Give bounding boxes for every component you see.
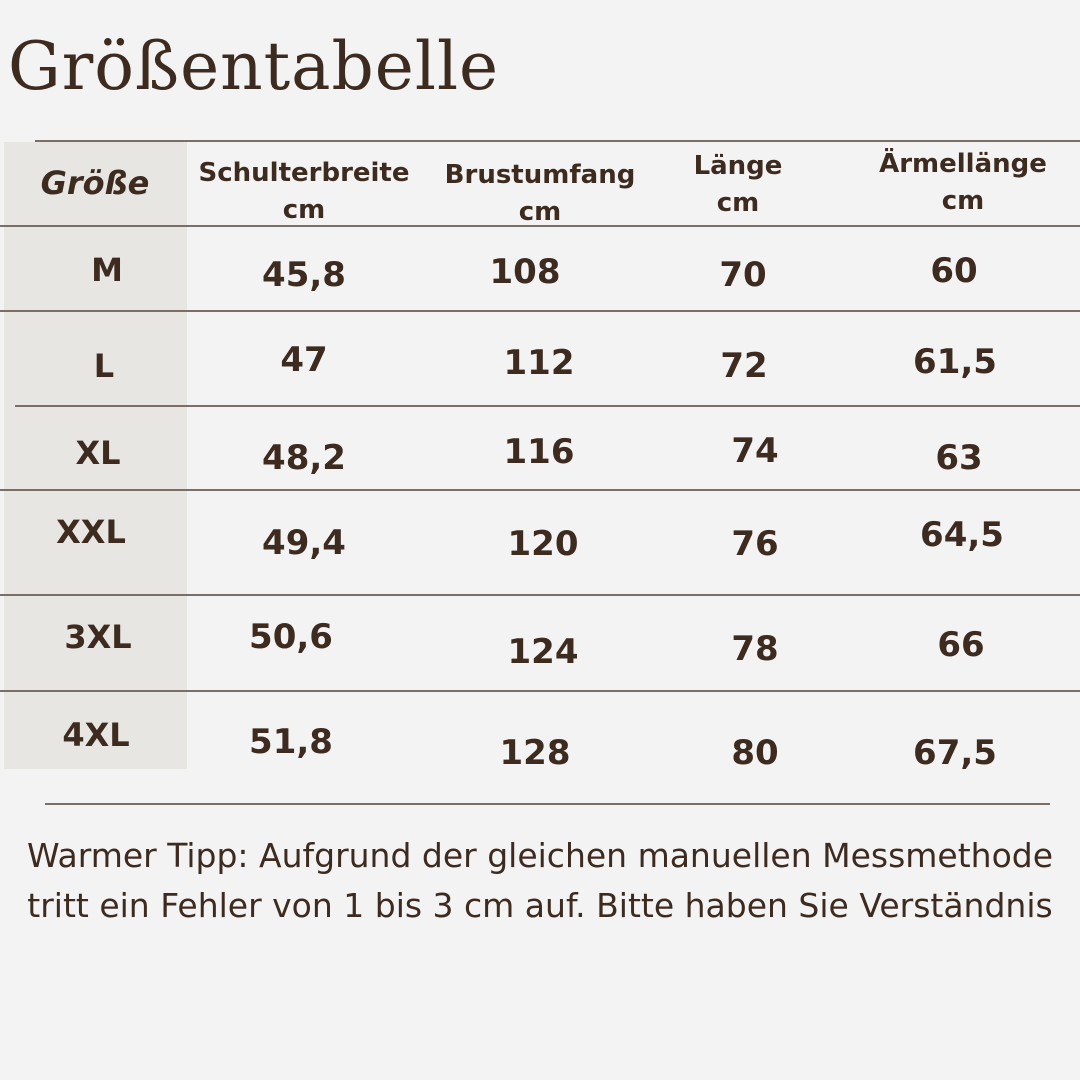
header-label: Größe [40, 164, 150, 202]
size-label: 4XL [62, 716, 130, 754]
measurement-value: 112 [503, 343, 575, 383]
measurement-value: 63 [935, 438, 983, 478]
header-unit: cm [282, 195, 326, 225]
header-unit: cm [716, 188, 760, 218]
measurement-value: 116 [503, 432, 575, 472]
row-divider [0, 310, 1080, 312]
measurement-value: 128 [499, 733, 571, 773]
measurement-value: 47 [280, 340, 328, 380]
measurement-value: 49,4 [262, 523, 346, 563]
row-divider [15, 405, 1080, 407]
size-column-background [4, 142, 187, 769]
measurement-value: 48,2 [262, 438, 346, 478]
header-label: Ärmellänge [879, 149, 1047, 179]
row-divider [0, 690, 1080, 692]
header-label: Schulterbreite [198, 158, 410, 188]
row-divider [0, 594, 1080, 596]
measurement-value: 67,5 [913, 733, 997, 773]
size-label: XL [75, 434, 121, 472]
measurement-value: 66 [937, 625, 985, 665]
size-label: M [91, 251, 123, 289]
measurement-value: 70 [719, 255, 767, 295]
row-divider [45, 803, 1050, 805]
measurement-value: 64,5 [920, 515, 1004, 555]
row-divider [0, 489, 1080, 491]
header-label: Länge [693, 151, 783, 181]
header-unit: cm [518, 197, 562, 227]
measurement-value: 60 [930, 251, 978, 291]
measurement-value: 50,6 [249, 617, 333, 657]
column-header: Größe [41, 164, 150, 202]
header-label: Brustumfang [444, 160, 636, 190]
size-label: XXL [56, 513, 126, 551]
header-unit: cm [941, 186, 985, 216]
measurement-value: 80 [731, 733, 779, 773]
measurement-value: 76 [731, 524, 779, 564]
page-title: Größentabelle [8, 28, 500, 105]
column-header: Ärmellänge cm [879, 146, 1047, 220]
measurement-value: 78 [731, 629, 779, 669]
column-header: Länge cm [694, 148, 783, 222]
column-header: Schulterbreite cm [199, 155, 410, 229]
measurement-value: 61,5 [913, 342, 997, 382]
footer-note-line-2: tritt ein Fehler von 1 bis 3 cm auf. Bit… [27, 886, 1053, 925]
measurement-value: 120 [507, 524, 579, 564]
measurement-value: 72 [720, 346, 768, 386]
measurement-value: 74 [731, 431, 779, 471]
row-divider [35, 140, 1080, 142]
column-header: Brustumfang cm [445, 157, 636, 231]
measurement-value: 124 [507, 632, 579, 672]
measurement-value: 45,8 [262, 255, 346, 295]
footer-note-line-1: Warmer Tipp: Aufgrund der gleichen manue… [26, 836, 1054, 875]
size-label: 3XL [64, 618, 132, 656]
size-label: L [93, 347, 115, 385]
row-divider [0, 225, 1080, 227]
measurement-value: 108 [489, 252, 561, 292]
measurement-value: 51,8 [249, 722, 333, 762]
